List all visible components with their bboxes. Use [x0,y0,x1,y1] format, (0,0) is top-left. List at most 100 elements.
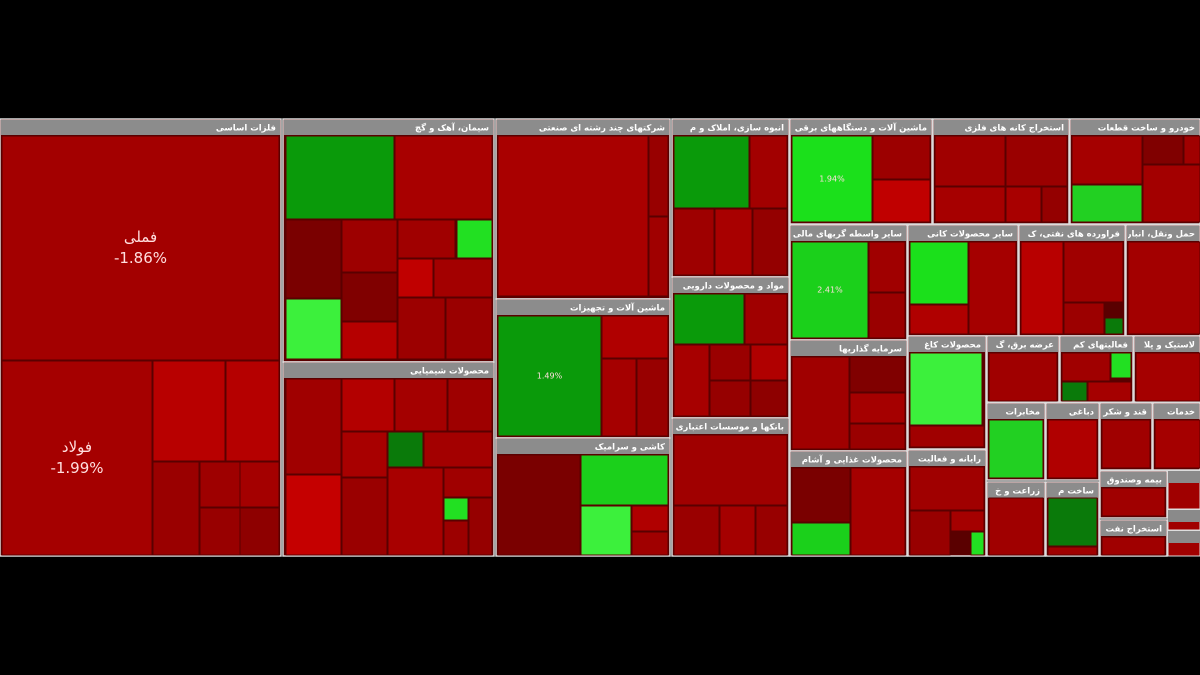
stock-tile[interactable] [199,461,241,508]
stock-tile[interactable] [950,510,985,532]
stock-tile[interactable] [1104,317,1124,335]
stock-tile[interactable] [239,507,280,556]
stock-tile[interactable] [1005,186,1042,223]
stock-tile[interactable] [443,467,493,498]
stock-tile[interactable] [445,297,493,360]
stock-tile[interactable] [909,510,951,556]
stock-tile[interactable] [849,423,906,450]
stock-tile[interactable] [909,352,983,426]
stock-tile[interactable] [631,505,669,532]
stock-tile[interactable] [673,434,788,506]
stock-tile[interactable] [988,352,1058,402]
stock-tile[interactable] [1005,135,1068,187]
stock-tile[interactable] [285,219,342,299]
stock-tile[interactable] [285,298,342,360]
stock-tile[interactable] [152,360,226,462]
stock-tile[interactable] [285,474,342,556]
stock-tile[interactable] [1071,184,1143,223]
stock-tile[interactable] [1142,164,1200,223]
stock-tile[interactable] [988,497,1044,556]
stock-tile[interactable] [423,431,493,468]
stock-tile[interactable] [1,360,153,556]
stock-tile[interactable] [872,135,931,180]
stock-tile[interactable] [750,380,788,417]
stock-tile[interactable] [709,344,751,381]
stock-tile[interactable] [225,360,280,462]
stock-tile[interactable] [970,531,985,556]
stock-tile[interactable] [719,505,756,556]
stock-tile[interactable] [443,497,469,521]
stock-tile[interactable] [648,135,669,217]
stock-tile[interactable] [397,297,446,360]
stock-tile[interactable] [580,454,669,506]
stock-tile[interactable] [468,497,493,556]
stock-tile[interactable] [1135,352,1200,402]
stock-tile[interactable] [1047,546,1098,556]
stock-tile[interactable] [443,520,469,556]
stock-tile[interactable] [1,135,280,361]
stock-tile[interactable] [397,219,456,259]
stock-tile[interactable] [341,431,388,478]
stock-tile[interactable] [1047,419,1098,479]
stock-tile[interactable] [1183,135,1200,165]
stock-tile[interactable] [1061,381,1088,402]
stock-tile[interactable] [750,344,788,381]
stock-tile[interactable] [791,241,869,339]
stock-tile[interactable] [1063,302,1105,335]
stock-tile[interactable] [152,461,200,556]
stock-tile[interactable] [447,378,493,432]
stock-tile[interactable] [791,135,873,223]
stock-tile[interactable] [387,467,444,556]
stock-tile[interactable] [934,135,1006,187]
stock-tile[interactable] [341,272,398,322]
stock-tile[interactable] [849,392,906,424]
stock-tile[interactable] [285,135,395,220]
stock-tile[interactable] [580,505,632,556]
stock-tile[interactable] [1101,536,1166,556]
stock-tile[interactable] [601,358,637,437]
stock-tile[interactable] [791,356,850,450]
stock-tile[interactable] [1020,241,1064,335]
stock-tile[interactable] [1047,497,1098,547]
stock-tile[interactable] [1087,381,1132,402]
stock-tile[interactable] [397,258,434,298]
stock-tile[interactable] [868,241,906,293]
stock-tile[interactable] [497,315,602,437]
stock-tile[interactable] [1101,419,1151,469]
stock-tile[interactable] [749,135,788,209]
stock-tile[interactable] [497,135,649,297]
stock-tile[interactable] [239,461,280,508]
stock-tile[interactable] [673,505,720,556]
stock-tile[interactable] [934,186,1006,223]
stock-tile[interactable] [433,258,493,298]
stock-tile[interactable] [791,467,851,523]
stock-tile[interactable] [909,241,969,305]
stock-tile[interactable] [868,292,906,339]
stock-tile[interactable] [673,293,745,345]
stock-tile[interactable] [1127,241,1200,335]
stock-tile[interactable] [673,208,715,276]
stock-tile[interactable] [648,216,669,297]
stock-tile[interactable] [755,505,788,556]
stock-tile[interactable] [744,293,788,345]
stock-tile[interactable] [673,344,710,417]
stock-tile[interactable] [341,321,398,360]
stock-tile[interactable] [988,419,1044,479]
stock-tile[interactable] [909,304,969,335]
stock-tile[interactable] [850,467,906,556]
stock-tile[interactable] [709,380,751,417]
stock-tile[interactable] [1142,135,1184,165]
stock-tile[interactable] [341,219,398,273]
stock-tile[interactable] [849,356,906,393]
stock-tile[interactable] [909,425,985,448]
stock-tile[interactable] [199,507,241,556]
stock-tile[interactable] [1110,352,1132,379]
stock-tile[interactable] [1061,352,1111,382]
stock-tile[interactable] [394,135,493,220]
stock-tile[interactable] [1154,419,1200,469]
stock-tile[interactable] [1101,487,1166,517]
stock-tile[interactable] [673,135,750,209]
stock-tile[interactable] [791,522,851,556]
stock-tile[interactable] [752,208,788,276]
stock-tile[interactable] [456,219,493,259]
